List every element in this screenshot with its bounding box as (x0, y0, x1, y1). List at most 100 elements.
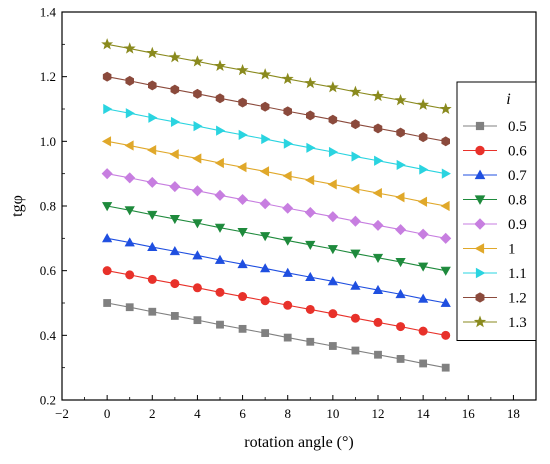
point-0.8-13 (395, 258, 406, 268)
point-0.5-9 (306, 337, 315, 346)
point-0.9-10 (327, 211, 339, 223)
series-1 (101, 136, 450, 212)
point-1.2-14 (418, 132, 428, 143)
point-1.3-15 (439, 102, 452, 115)
point-1.2-4 (193, 88, 202, 99)
series-1.1 (103, 103, 451, 179)
point-1.3-9 (304, 76, 317, 89)
point-0.9-11 (349, 215, 361, 227)
point-1.1-3 (170, 116, 181, 128)
point-0.7-2 (147, 241, 158, 251)
point-1.2-5 (215, 93, 225, 104)
point-0.6-1 (125, 270, 135, 280)
point-0.7-13 (395, 289, 406, 299)
point-1-3 (169, 149, 179, 160)
point-1.1-1 (125, 108, 135, 119)
point-0.7-8 (282, 267, 293, 277)
point-0.9-8 (282, 202, 294, 214)
legend-label-1.1: 1.1 (508, 266, 527, 282)
point-1.1-4 (193, 121, 203, 132)
point-0.7-10 (327, 276, 338, 286)
point-0.7-0 (102, 233, 113, 243)
legend-marker-0.5 (475, 121, 485, 131)
legend-item-1.2: 1.2 (463, 291, 527, 307)
point-1.3-13 (394, 94, 407, 106)
legend-item-0.5: 0.5 (463, 119, 527, 135)
legend-label-1: 1 (508, 242, 516, 258)
point-1.3-3 (168, 51, 181, 63)
point-1.2-7 (260, 101, 270, 112)
point-1.1-15 (441, 168, 451, 179)
point-1.1-2 (148, 112, 158, 123)
point-0.9-12 (372, 219, 384, 231)
series-line-0.9 (107, 173, 446, 239)
point-0.8-10 (327, 245, 338, 255)
legend-label-1.2: 1.2 (508, 291, 527, 307)
legend-marker-0.6 (475, 145, 485, 156)
point-1.3-2 (146, 46, 159, 59)
point-1.3-7 (259, 68, 272, 80)
point-0.9-0 (101, 168, 113, 180)
point-0.6-10 (328, 309, 338, 319)
point-0.7-4 (192, 250, 203, 260)
point-0.9-4 (191, 185, 203, 197)
point-1.3-0 (101, 38, 114, 50)
point-0.8-6 (237, 227, 248, 238)
point-0.6-13 (396, 322, 406, 332)
point-1.1-12 (374, 155, 384, 166)
point-1-14 (417, 196, 428, 207)
point-0.7-1 (124, 237, 135, 247)
legend-title: i (506, 91, 510, 108)
point-1-7 (259, 166, 270, 177)
y-tick-label-1: 0.4 (40, 328, 57, 343)
y-tick-label-5: 1.2 (40, 69, 56, 84)
point-0.6-9 (305, 304, 315, 314)
point-1-13 (395, 192, 405, 203)
y-tick-label-0: 0.2 (40, 393, 56, 408)
point-0.7-14 (418, 293, 429, 303)
point-0.7-15 (440, 297, 451, 307)
point-1.1-13 (396, 159, 406, 171)
point-0.6-12 (373, 317, 383, 327)
series-line-0.6 (107, 270, 446, 336)
point-0.8-12 (372, 253, 384, 263)
point-0.7-7 (260, 263, 271, 273)
series-0.7 (102, 233, 451, 307)
point-0.5-8 (283, 333, 292, 342)
x-tick-label-8: 14 (417, 406, 431, 421)
x-tick-label-3: 4 (194, 406, 201, 421)
point-1-4 (192, 153, 202, 164)
x-tick-label-9: 16 (462, 406, 476, 421)
point-1.2-3 (170, 84, 180, 95)
point-1.3-11 (349, 85, 362, 97)
point-0.7-11 (350, 280, 361, 290)
point-1.3-1 (123, 42, 136, 54)
x-tick-label-4: 6 (239, 406, 246, 421)
x-tick-label-10: 18 (507, 406, 520, 421)
point-0.6-11 (350, 313, 360, 323)
point-1.2-13 (396, 127, 405, 138)
point-1.2-8 (283, 106, 292, 117)
point-0.8-15 (440, 266, 451, 276)
point-0.9-2 (146, 176, 158, 188)
point-0.9-15 (440, 232, 452, 244)
point-1.1-5 (216, 125, 226, 136)
point-1.1-11 (351, 151, 361, 162)
point-0.8-1 (124, 206, 135, 216)
series-line-1 (107, 140, 446, 207)
point-1.3-5 (214, 59, 226, 72)
series-0.6 (102, 266, 451, 340)
legend-label-0.8: 0.8 (508, 193, 527, 209)
x-tick-label-2: 2 (149, 406, 156, 421)
point-0.5-12 (374, 350, 382, 359)
legend: i 0.5 0.6 0.7 0.8 0.9 1 1.1 1.2 1.3 (456, 81, 537, 341)
point-1.1-9 (306, 142, 316, 153)
legend-label-0.6: 0.6 (508, 144, 527, 160)
legend-marker-0.8 (474, 195, 486, 205)
legend-marker-1.2 (475, 292, 485, 303)
series-0.9 (101, 168, 452, 244)
point-0.5-0 (103, 299, 112, 307)
point-1.3-14 (417, 98, 430, 110)
x-tick-label-6: 10 (326, 406, 339, 421)
point-0.5-15 (441, 363, 450, 372)
